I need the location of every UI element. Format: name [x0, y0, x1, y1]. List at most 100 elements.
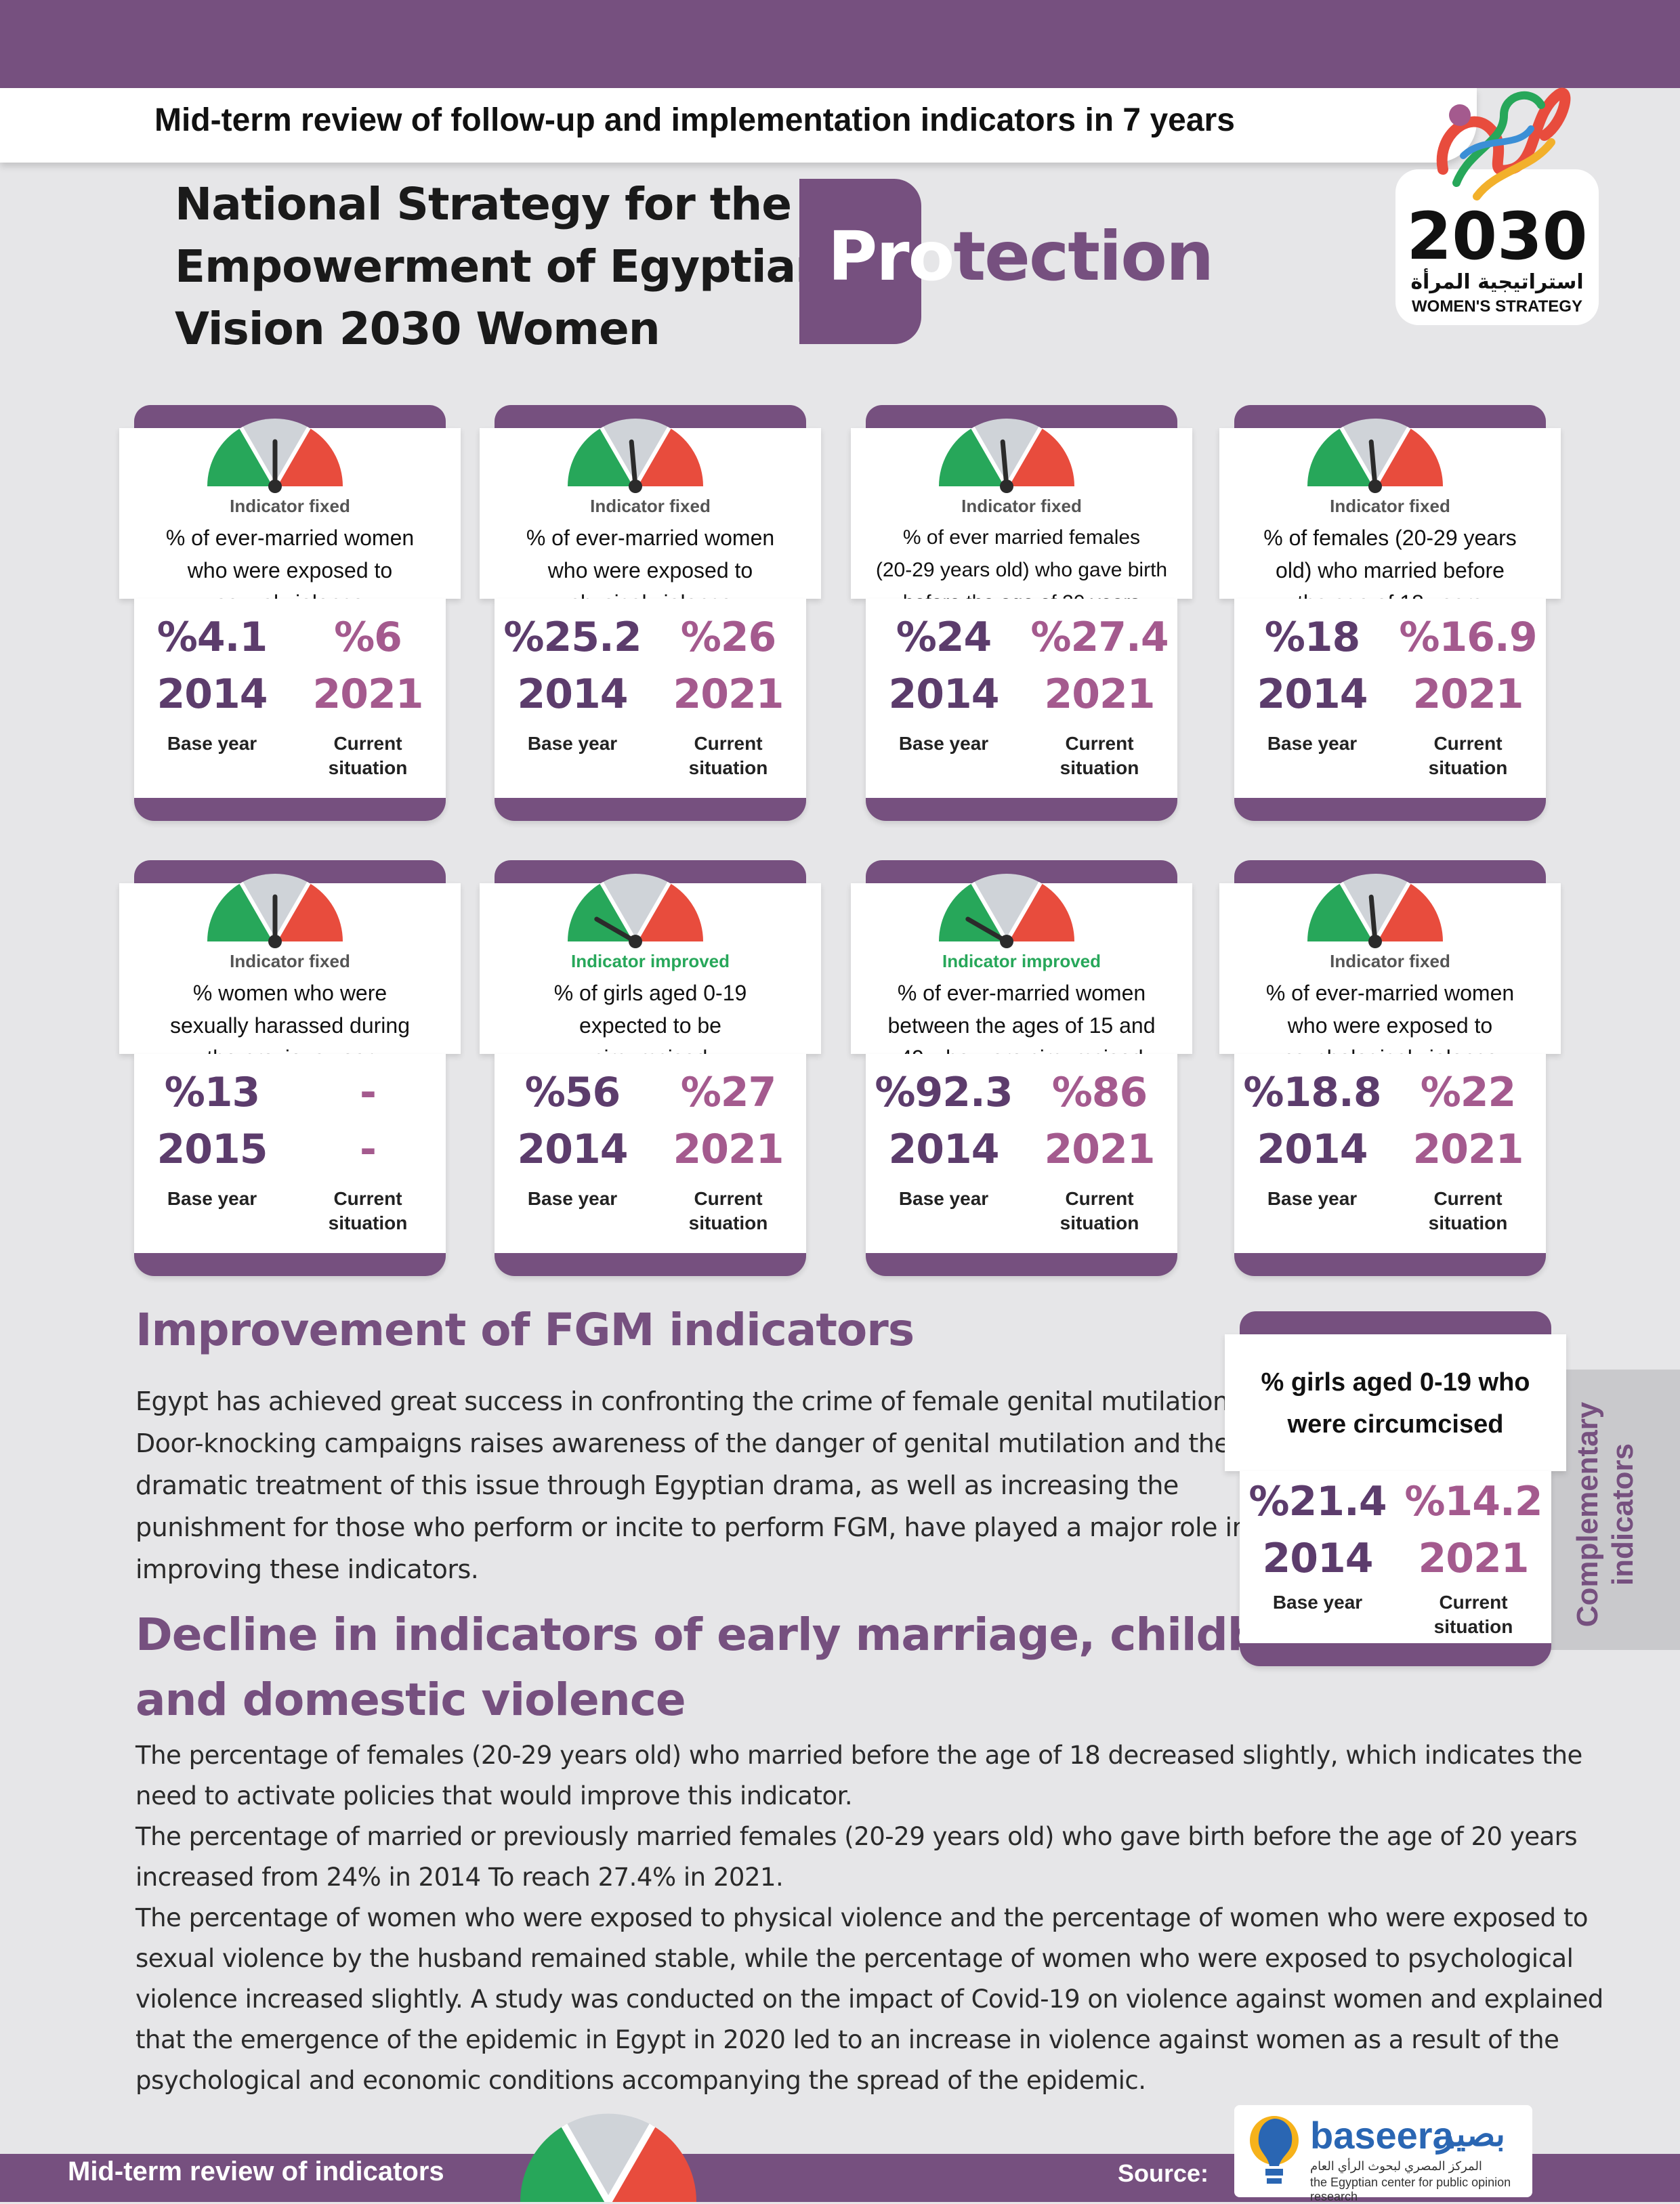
- decline-line: that the emergence of the epidemic in Eg…: [135, 2025, 1559, 2054]
- title-line: National Strategy for the: [175, 178, 792, 230]
- current-label: Current situation: [688, 1188, 768, 1233]
- base-label: Base year: [527, 1188, 618, 1209]
- gauge-needle: [629, 439, 638, 489]
- gauge-icon: [568, 419, 703, 493]
- current-value: %16.9: [1399, 614, 1537, 661]
- decline-line: The percentage of females (20-29 years o…: [135, 1741, 1582, 1770]
- card-values: %92.3 %86 2014 2021 Base year Current situatio…: [866, 1054, 1177, 1276]
- footer-label: Mid-term review of indicators: [68, 2157, 444, 2186]
- current-year: 2021: [673, 1126, 784, 1173]
- current-value: %22: [1420, 1069, 1517, 1116]
- decline-line: psychological and economic conditions ac…: [135, 2066, 1146, 2095]
- base-value: %18.8: [1243, 1069, 1381, 1116]
- card-header: Indicator improved % of girls aged 0-19 ex…: [480, 874, 821, 1070]
- base-value: %25.2: [503, 614, 642, 661]
- title-line: Empowerment of Egyptian: [175, 240, 827, 293]
- baseera-name: baseera: [1310, 2114, 1454, 2157]
- logo-arabic: استراتيجية المرأة: [1410, 268, 1583, 294]
- current-value: %14.2: [1404, 1478, 1542, 1525]
- page-subtitle: Mid-term review of follow-up and impleme…: [154, 102, 1235, 138]
- fgm-heading: Improvement of FGM indicators: [135, 1304, 915, 1356]
- base-value: %56: [524, 1069, 621, 1116]
- current-value: %26: [680, 614, 777, 661]
- fgm-line: Door-knocking campaigns raises awareness…: [135, 1428, 1230, 1458]
- card-values: %13 - 2015 - Base year Current situation: [134, 1054, 446, 1276]
- current-value: %27.4: [1030, 614, 1169, 661]
- gauge-needle: [1000, 439, 1009, 489]
- base-label: Base year: [1267, 733, 1358, 754]
- current-label: Current situation: [328, 733, 408, 778]
- lightbulb-icon: [1250, 2116, 1299, 2184]
- base-value: %21.4: [1248, 1478, 1387, 1525]
- baseera-name-arabic: بصير: [1437, 2115, 1505, 2153]
- current-year: 2021: [1412, 1126, 1524, 1173]
- card-values: %21.4 %14.2 2014 2021 Base year Current s…: [1240, 1471, 1551, 1666]
- card-values: %24 %27.4 2014 2021 Base year Current situatio…: [866, 599, 1177, 821]
- fgm-line: Egypt has achieved great success in conf…: [135, 1386, 1237, 1416]
- current-year: 2021: [1412, 671, 1524, 718]
- card-top-bar: [1240, 1311, 1551, 1336]
- current-label: Current situation: [1428, 1188, 1508, 1233]
- complementary-label-line: Complementary: [1571, 1401, 1604, 1627]
- card-header: Indicator fixed% of ever-married women wh…: [480, 419, 821, 615]
- base-year: 2014: [517, 671, 629, 718]
- card-header: Indicator improved% of ever-married wome…: [851, 874, 1192, 1070]
- indicator-status: Indicator improved: [570, 951, 730, 971]
- current-year: 2021: [1044, 671, 1156, 718]
- indicator-status: Indicator fixed: [1330, 496, 1450, 516]
- baseera-logo: baseera بصير المركز المصري لبحوث الرأي ا…: [1234, 2105, 1532, 2203]
- current-label: Current situation: [1433, 1592, 1513, 1637]
- source-label: Source:: [1118, 2159, 1209, 2187]
- indicator-status: Indicator fixed: [230, 496, 350, 516]
- indicator-status: Indicator improved: [942, 951, 1101, 971]
- base-year: 2014: [156, 671, 268, 718]
- base-value: %24: [896, 614, 992, 661]
- fgm-line: dramatic treatment of this issue through…: [135, 1470, 1179, 1500]
- base-label: Base year: [1267, 1188, 1358, 1209]
- womens-strategy-logo: 2030 استراتيجية المرأة WOMEN'S STRATEGY: [1395, 87, 1599, 325]
- current-year: -: [360, 1126, 377, 1173]
- gauge-needle: [594, 916, 638, 944]
- decline-paragraph: The percentage of females (20-29 years o…: [135, 1735, 1603, 2101]
- card-header: Indicator fixed% of females (20-29 years…: [1219, 419, 1561, 615]
- base-label: Base year: [167, 1188, 257, 1209]
- decline-line: violence increased slightly. A study was…: [135, 1985, 1603, 2014]
- current-value: -: [360, 1069, 377, 1116]
- complementary-label-line: indicators: [1606, 1443, 1639, 1586]
- base-label: Base year: [527, 733, 618, 754]
- base-year: 2015: [156, 1126, 268, 1173]
- base-value: %18: [1264, 614, 1361, 661]
- decline-line: need to activate policies that would imp…: [135, 1781, 853, 1810]
- current-value: %6: [334, 614, 402, 661]
- logo-number: 2030: [1406, 198, 1587, 274]
- complementary-tab: [1545, 1370, 1680, 1650]
- decline-heading-line: Decline in indicators of early marriage,…: [135, 1609, 1364, 1661]
- current-value: %27: [680, 1069, 777, 1116]
- section-tag-box: [799, 179, 921, 344]
- current-label: Current situation: [328, 1188, 408, 1233]
- current-label: Current situation: [688, 733, 768, 778]
- decline-line: sexual violence by the husband remained …: [135, 1944, 1574, 1973]
- indicator-status: Indicator fixed: [230, 951, 350, 971]
- fgm-line: improving these indicators.: [135, 1554, 479, 1584]
- decline-heading-line: and domestic violence: [135, 1674, 686, 1726]
- complementary-label: Complementary indicators: [1571, 1401, 1639, 1627]
- current-label: Current situation: [1428, 733, 1508, 778]
- base-value: %92.3: [875, 1069, 1013, 1116]
- card-values: %4.1 %6 2014 2021 Base year Current situation: [134, 599, 446, 821]
- card-header: Indicator fixed% of ever married females…: [851, 419, 1192, 614]
- indicator-status: Indicator fixed: [590, 496, 711, 516]
- subtitle-banner: [0, 88, 1477, 163]
- card-header: Indicator fixed% women who were sexually …: [119, 874, 461, 1070]
- page-title: National Strategy for the Empowerment of…: [175, 173, 827, 360]
- current-year: 2021: [1418, 1535, 1530, 1582]
- baseera-subtitle: the Egyptian center for public opinion r…: [1310, 2176, 1511, 2203]
- current-label: Current situation: [1059, 1188, 1139, 1233]
- base-year: 2014: [517, 1126, 629, 1173]
- title-line: Vision 2030 Women: [175, 303, 660, 355]
- card-values: %18 %16.9 2014 2021 Base year Current situatio…: [1234, 599, 1546, 821]
- indicator-status: Indicator fixed: [961, 496, 1082, 516]
- current-value: %86: [1051, 1069, 1148, 1116]
- card-header: % girls aged 0-19 who were circumcised: [1225, 1334, 1566, 1471]
- indicator-description: % girls aged 0-19 who were circumcised: [1261, 1368, 1530, 1439]
